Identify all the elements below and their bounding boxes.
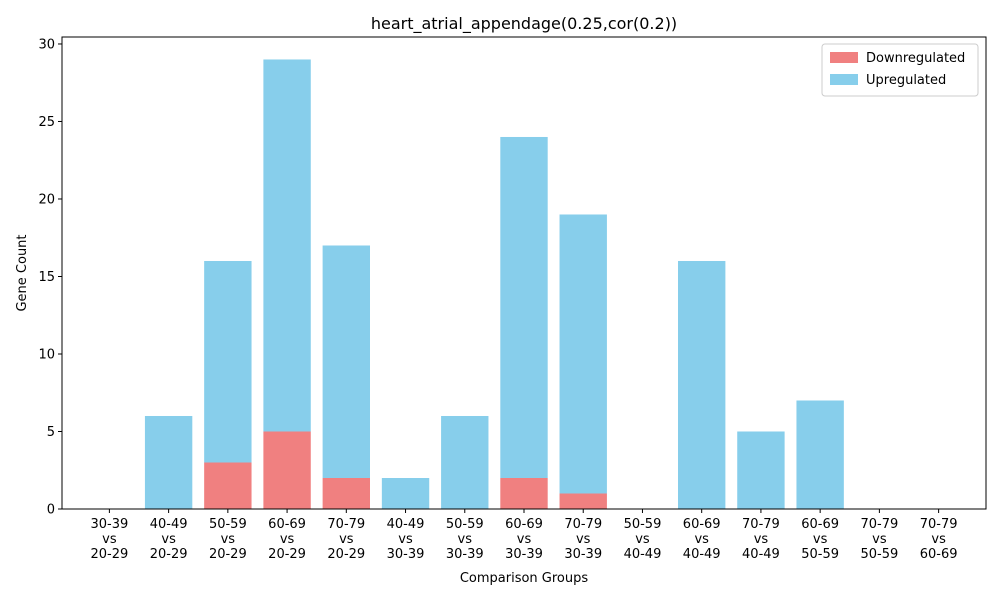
- y-tick-label-6: 30: [38, 37, 55, 52]
- bar-upregulated-12: [796, 400, 844, 509]
- bar-downregulated-4: [322, 477, 370, 509]
- y-axis: 0 5 10 15 20 25 30: [38, 37, 62, 518]
- x-tick-label-14: 70-79 vs 60-69: [920, 517, 958, 562]
- bar-upregulated-1: [144, 415, 193, 509]
- bar-upregulated-3: [263, 59, 311, 432]
- bars-group: [144, 59, 844, 509]
- y-tick-label-0: 0: [47, 503, 55, 518]
- bar-downregulated-3: [263, 431, 311, 509]
- legend-box: [821, 43, 979, 97]
- chart-title: heart_atrial_appendage(0.25,cor(0.2)): [371, 14, 677, 34]
- x-tick-label-7: 60-69 vs 30-39: [505, 517, 543, 562]
- x-tick-label-8: 70-79 vs 30-39: [564, 517, 602, 562]
- bar-upregulated-2: [204, 260, 252, 463]
- bar-upregulated-8: [559, 214, 607, 494]
- x-tick-label-11: 70-79 vs 40-49: [742, 517, 780, 562]
- y-tick-label-1: 5: [47, 425, 55, 440]
- x-tick-label-5: 40-49 vs 30-39: [387, 517, 425, 562]
- x-tick-label-3: 60-69 vs 20-29: [268, 517, 306, 562]
- x-axis-title: Comparison Groups: [460, 571, 589, 586]
- bar-upregulated-7: [500, 136, 548, 478]
- legend-label-downregulated: Downregulated: [866, 51, 965, 66]
- legend-label-upregulated: Upregulated: [866, 73, 946, 88]
- y-tick-label-5: 25: [38, 115, 55, 130]
- bar-downregulated-7: [500, 477, 548, 509]
- x-tick-label-6: 50-59 vs 30-39: [446, 517, 484, 562]
- x-axis: 30-39 vs 20-29 40-49 vs 20-29 50-59 vs 20-29 60-6…: [90, 509, 958, 562]
- bar-upregulated-5: [381, 477, 430, 509]
- x-tick-label-0: 30-39 vs 20-29: [90, 517, 128, 562]
- y-axis-title: Gene Count: [15, 234, 30, 311]
- legend-swatch-upregulated: [830, 74, 858, 85]
- x-tick-label-2: 50-59 vs 20-29: [209, 517, 247, 562]
- y-tick-label-2: 10: [38, 347, 55, 362]
- x-tick-label-9: 50-59 vs 40-49: [624, 517, 662, 562]
- legend: Downregulated Upregulated: [821, 43, 979, 97]
- y-tick-label-3: 15: [38, 270, 55, 285]
- bar-downregulated-8: [559, 493, 607, 509]
- x-tick-label-1: 40-49 vs 20-29: [150, 517, 188, 562]
- plot-frame: [61, 36, 987, 510]
- x-tick-label-13: 70-79 vs 50-59: [860, 517, 898, 562]
- x-tick-label-12: 60-69 vs 50-59: [801, 517, 839, 562]
- bar-upregulated-11: [737, 431, 785, 509]
- legend-swatch-downregulated: [830, 52, 858, 63]
- bar-downregulated-2: [204, 462, 252, 509]
- x-tick-label-10: 60-69 vs 40-49: [683, 517, 721, 562]
- bar-upregulated-10: [678, 260, 726, 509]
- bar-upregulated-4: [322, 245, 370, 478]
- bar-upregulated-6: [441, 415, 489, 509]
- y-tick-label-4: 20: [38, 192, 55, 207]
- x-tick-label-4: 70-79 vs 20-29: [327, 517, 365, 562]
